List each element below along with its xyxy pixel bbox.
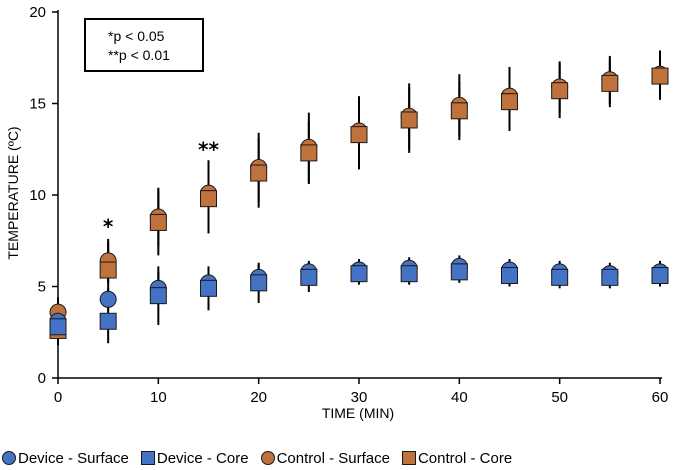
- legend-swatch: [260, 451, 275, 465]
- device-core-point: [200, 279, 217, 297]
- control-core-point: [250, 164, 268, 182]
- legend-label: Device - Core: [156, 449, 249, 467]
- error-bars: [57, 50, 661, 346]
- legend-item: Control - Core: [401, 449, 513, 467]
- y-tick-label: 10: [29, 187, 46, 204]
- y-tick-label: 20: [29, 4, 46, 21]
- y-tick-label: 0: [38, 370, 46, 387]
- control-core-point: [350, 126, 368, 144]
- device-core-point: [99, 312, 117, 330]
- legend-swatch: [401, 451, 416, 465]
- device-core-point: [651, 267, 669, 285]
- significance-legend-box: *p < 0.05 **p < 0.01: [84, 18, 204, 72]
- device-core-point: [300, 268, 318, 286]
- device-surface-point: [99, 290, 117, 308]
- significance-line-2: **p < 0.01: [108, 47, 170, 63]
- device-core-point: [250, 274, 268, 292]
- legend-swatch: [140, 451, 155, 465]
- control-core-point: [99, 261, 117, 279]
- x-tick-label: 30: [351, 389, 368, 406]
- device-core-point: [601, 268, 619, 286]
- x-tick-label: 0: [54, 389, 62, 406]
- significance-marker: *: [103, 214, 114, 238]
- x-tick-label: 40: [451, 389, 468, 406]
- legend-label: Control - Surface: [276, 449, 390, 467]
- y-axis-title: TEMPERATURE (ºC): [5, 126, 21, 259]
- chart-legend: Device - Surface Device - Core Control - S…: [0, 446, 675, 470]
- significance-marker: **: [198, 138, 219, 162]
- significance-markers: ***: [103, 138, 220, 239]
- data-markers: [49, 65, 669, 339]
- legend-item: Device - Core: [140, 449, 249, 467]
- device-core-point: [49, 318, 67, 336]
- legend-item: Control - Surface: [260, 449, 390, 467]
- control-core-point: [601, 74, 619, 92]
- control-core-point: [501, 93, 518, 111]
- control-core-point: [450, 102, 468, 120]
- legend-label: Device - Surface: [18, 449, 129, 467]
- control-core-point: [300, 144, 318, 162]
- x-axis-title: TIME (MIN): [322, 405, 394, 421]
- x-tick-label: 60: [652, 389, 669, 406]
- control-core-point: [200, 190, 217, 208]
- legend-item: Device - Surface: [2, 450, 129, 467]
- x-tick-label: 50: [551, 389, 568, 406]
- device-core-point: [501, 267, 518, 285]
- control-core-point: [651, 67, 669, 85]
- legend-label: Control - Core: [417, 449, 513, 467]
- legend-swatch: [2, 451, 16, 465]
- control-core-point: [149, 213, 167, 231]
- device-core-point: [551, 268, 569, 286]
- device-core-point: [149, 287, 167, 305]
- control-core-point: [551, 82, 569, 100]
- tick-labels: 0 5 10 15 20 0 10 20 30 40 50 60: [29, 4, 668, 406]
- device-core-point: [450, 263, 468, 281]
- device-core-point: [400, 265, 418, 283]
- y-tick-label: 15: [29, 96, 46, 113]
- device-core-point: [350, 265, 368, 283]
- significance-line-1: *p < 0.05: [108, 28, 165, 44]
- y-tick-label: 5: [38, 279, 46, 296]
- control-core-point: [400, 111, 418, 129]
- x-tick-label: 20: [250, 389, 267, 406]
- x-tick-label: 10: [150, 389, 167, 406]
